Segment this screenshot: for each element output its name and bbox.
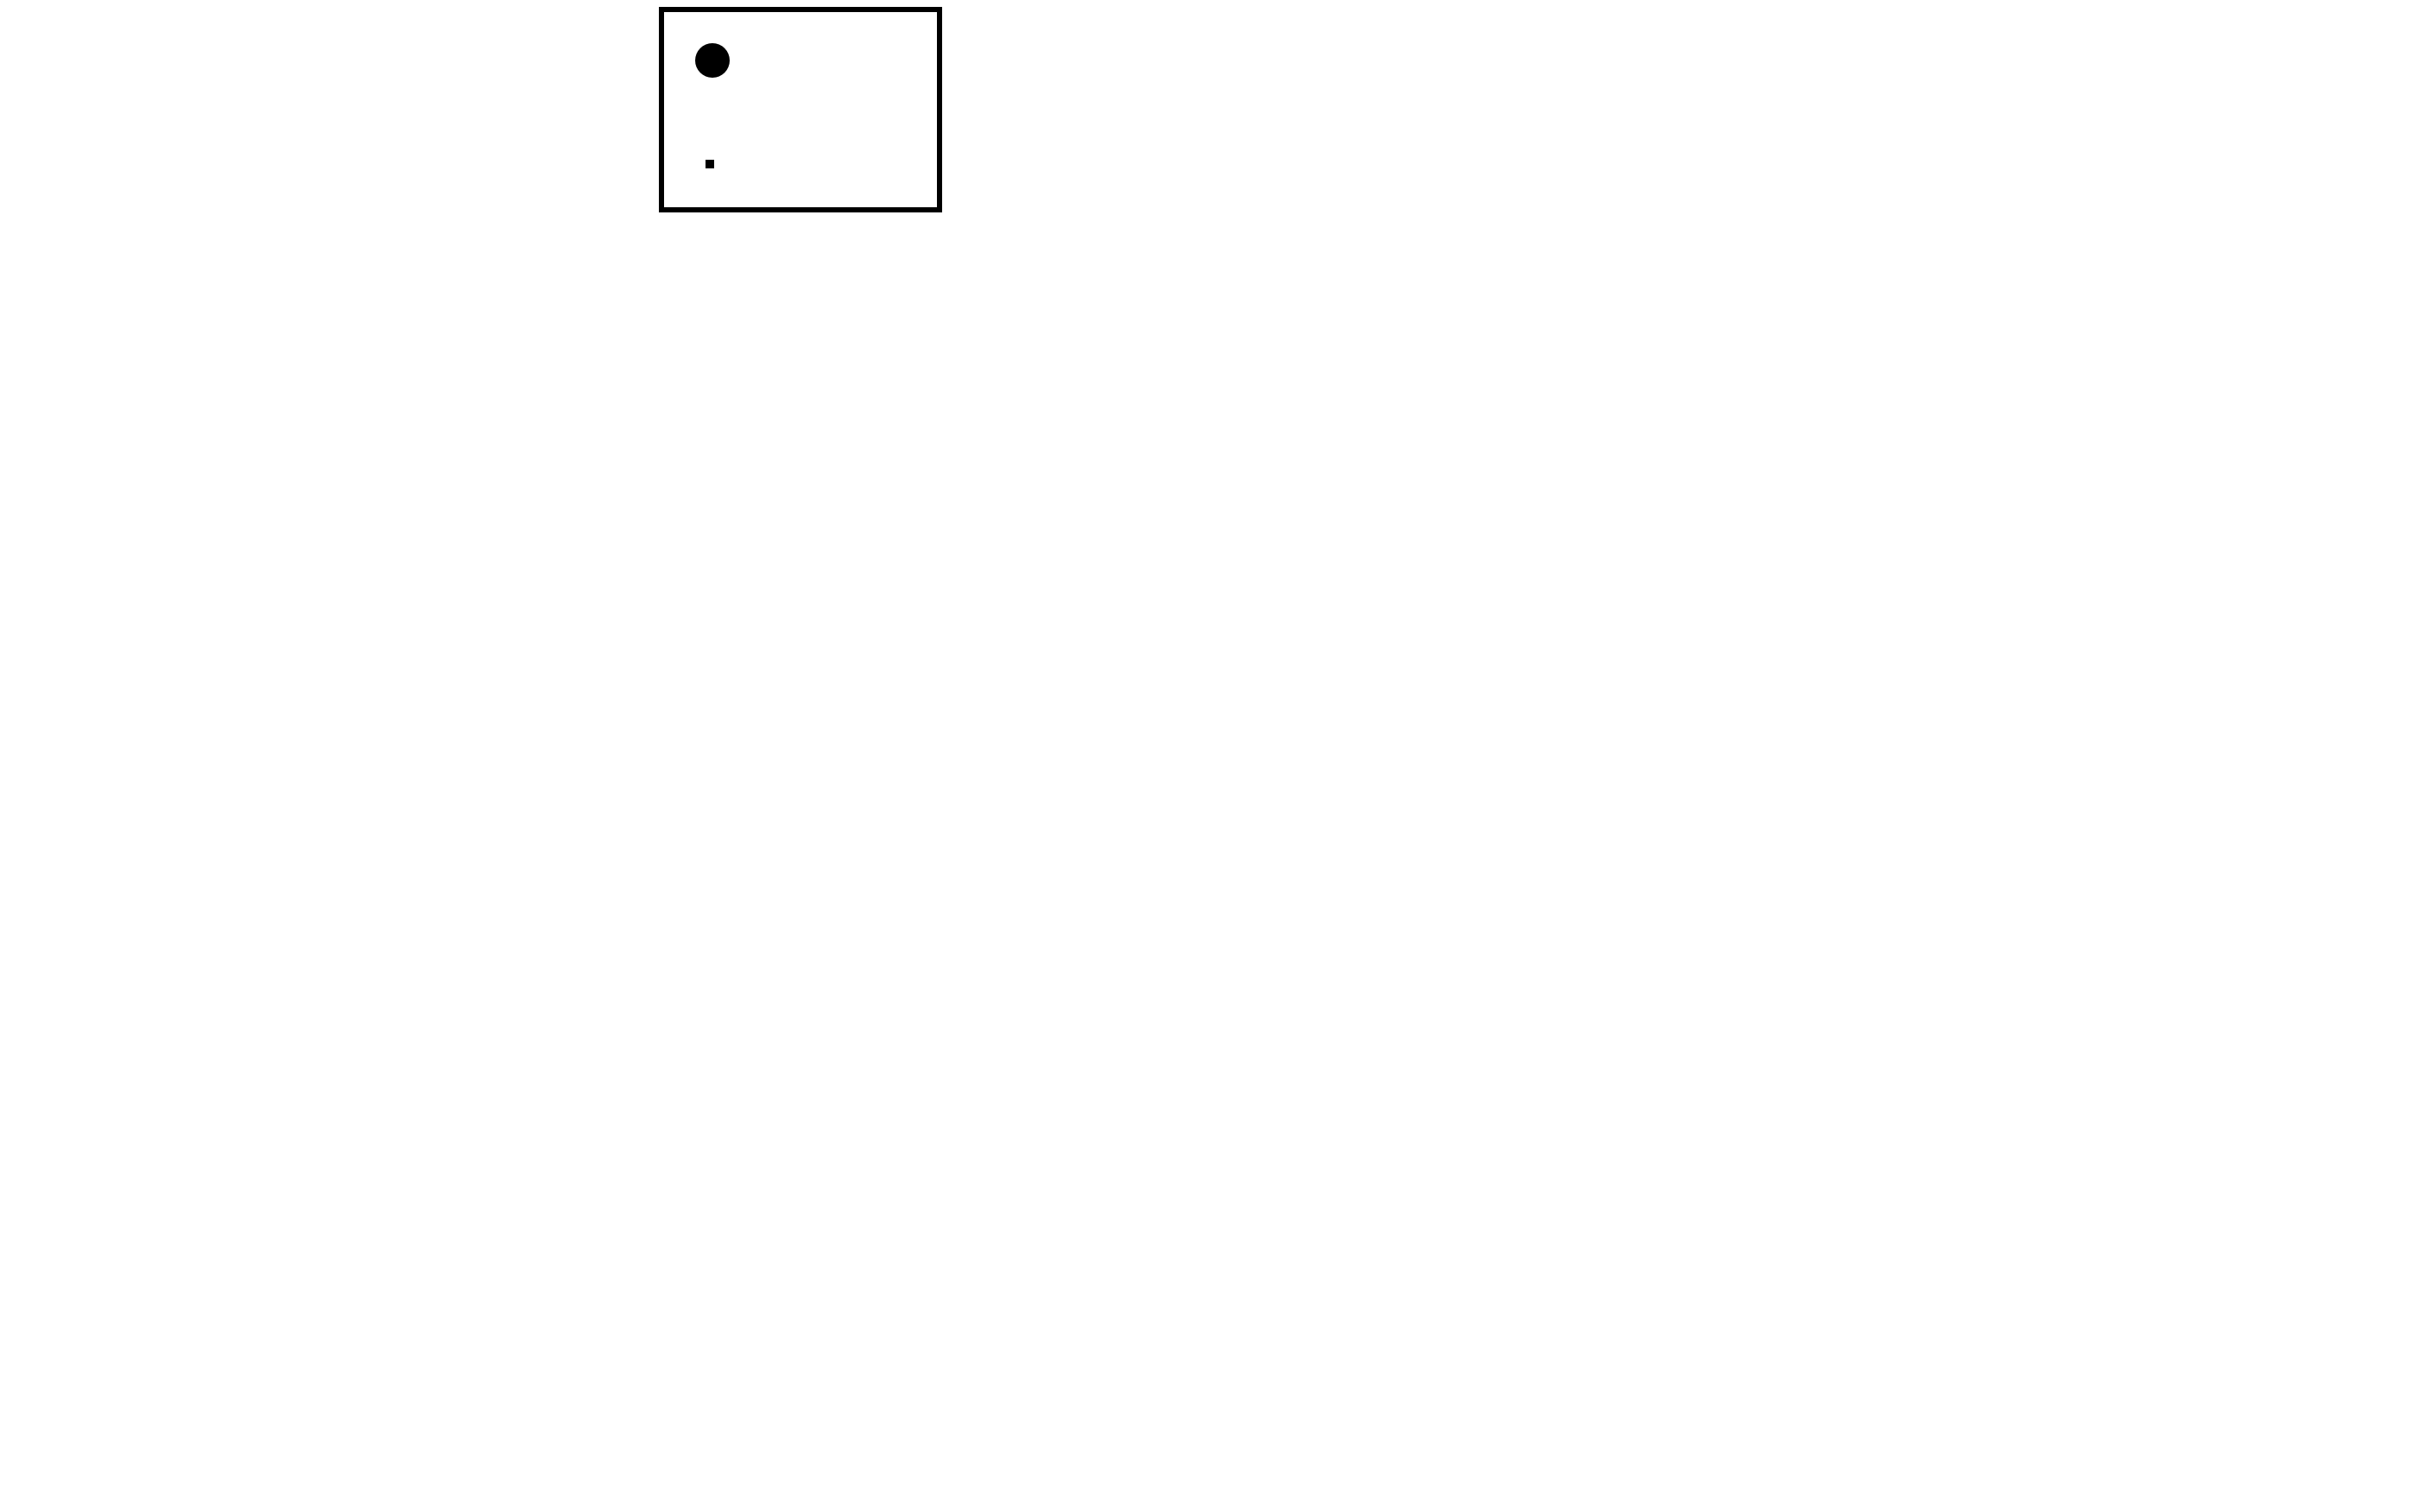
exp-dot-marker-icon — [695, 43, 730, 78]
hipse-line-marker-icon — [680, 159, 740, 169]
legend-box — [659, 7, 942, 212]
